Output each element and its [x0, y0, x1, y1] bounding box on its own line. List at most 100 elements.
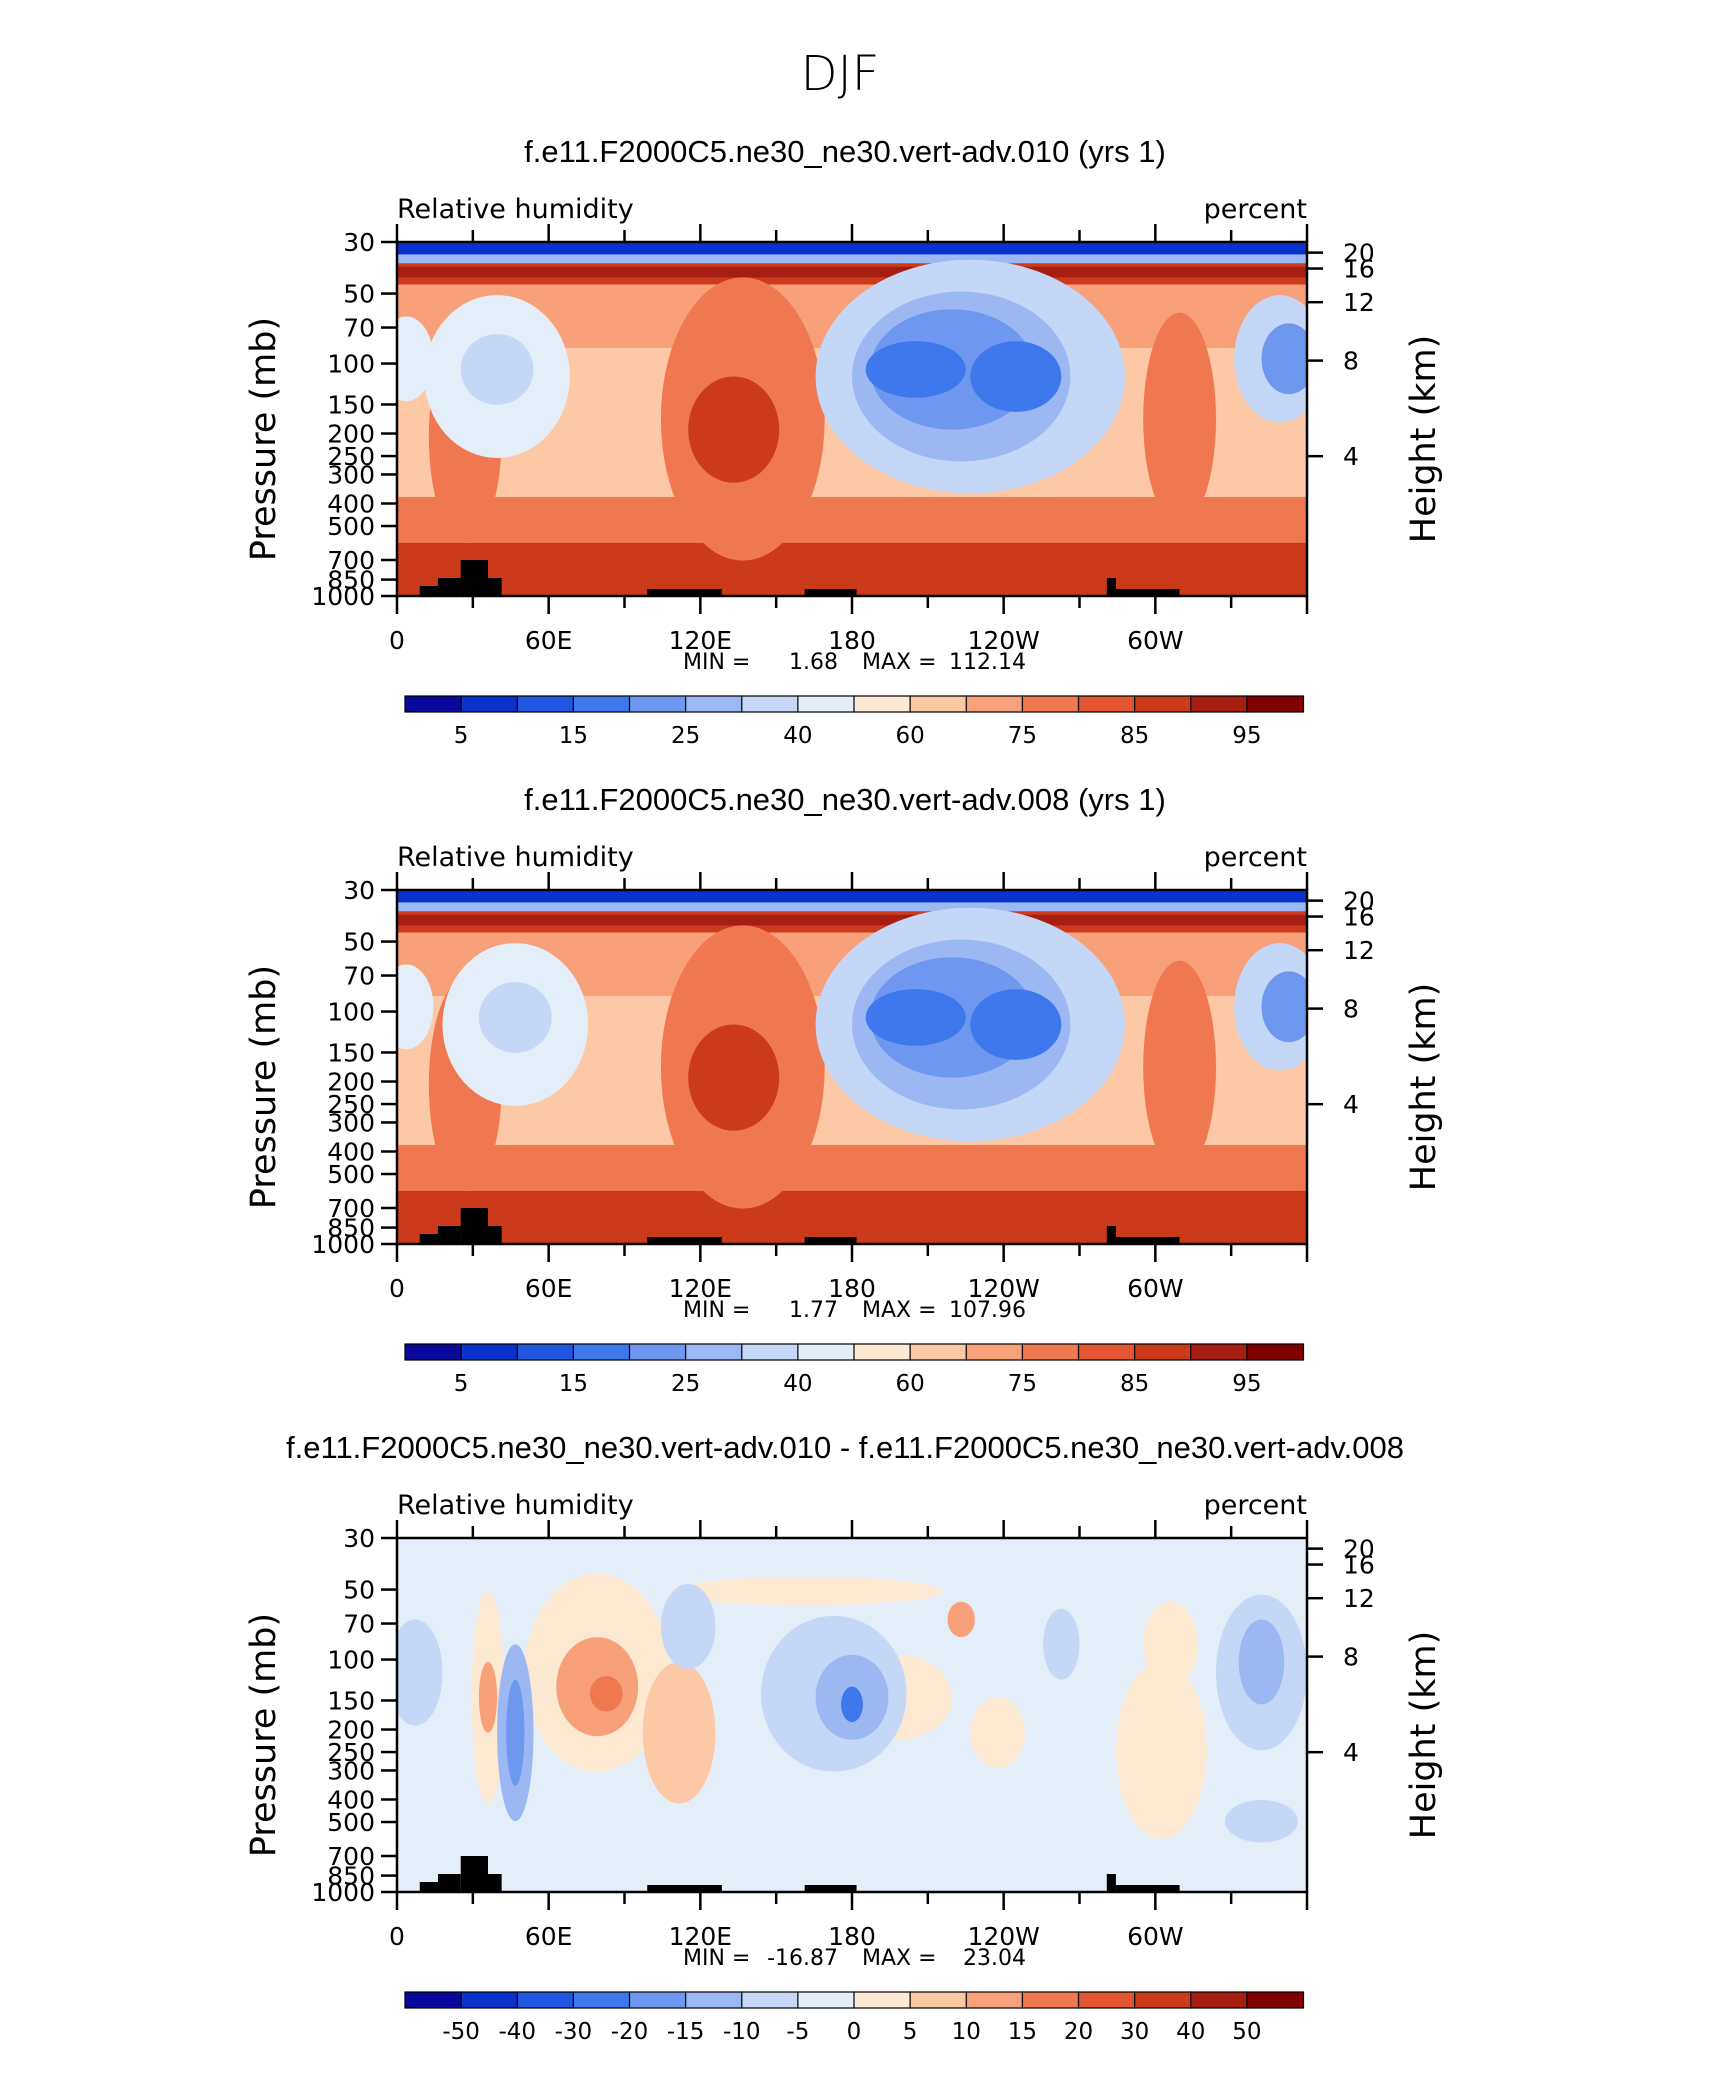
topography	[804, 589, 857, 596]
colorbar-segment	[853, 1343, 912, 1361]
colorbar-label: 25	[671, 723, 700, 749]
x-tick-label: 60E	[525, 626, 573, 655]
panel-3: f.e11.F2000C5.ne30_ne30.vert-adv.010 - f…	[244, 1430, 1444, 2045]
plot-area	[397, 1538, 1307, 1892]
dry-region	[970, 341, 1062, 412]
colorbar-label: 60	[895, 723, 924, 749]
colorbar-segment	[572, 1343, 631, 1361]
anomaly-region	[1043, 1608, 1080, 1680]
colorbar-segment	[909, 1343, 968, 1361]
x-tick-label: 120E	[669, 626, 733, 655]
colorbar-label: 5	[454, 1371, 469, 1397]
y-tick-label: 100	[327, 1646, 375, 1675]
y-tick-label: 70	[343, 962, 375, 991]
y-tick-label: 850	[327, 1862, 375, 1891]
x-tick-label: 120W	[967, 1922, 1039, 1951]
anomaly-region	[1225, 1799, 1298, 1843]
dry-region	[865, 341, 966, 398]
colorbar-segment	[853, 1991, 912, 2009]
dry-region	[397, 316, 434, 402]
colorbar-label: -40	[498, 2019, 536, 2045]
y-tick-label: 1000	[311, 1878, 375, 1907]
colorbar-segment	[460, 1991, 519, 2009]
colorbar-segment	[404, 1991, 463, 2009]
y-tick-label: 300	[327, 1108, 375, 1137]
max-label: MAX =	[862, 1298, 937, 1323]
colorbar-segment	[460, 1343, 519, 1361]
y-axis-title: Pressure (mb)	[244, 1613, 284, 1857]
colorbar-segment	[1021, 1991, 1080, 2009]
colorbar-segment	[516, 1343, 575, 1361]
colorbar-label: -20	[611, 2019, 649, 2045]
colorbar-segment	[1134, 1991, 1192, 2009]
x-tick-label: 120E	[669, 1274, 733, 1303]
dry-region	[397, 964, 434, 1050]
colorbar-segment	[1134, 1343, 1192, 1361]
colorbar-segment	[1190, 1991, 1248, 2009]
y-tick-label: 500	[327, 512, 375, 541]
panel-title: f.e11.F2000C5.ne30_ne30.vert-adv.010 (yr…	[524, 134, 1166, 169]
max-value: 23.04	[963, 1946, 1026, 1971]
colorbar-label: 10	[952, 2019, 981, 2045]
anomaly-region	[947, 1601, 975, 1638]
panel-1: f.e11.F2000C5.ne30_ne30.vert-adv.010 (yr…	[244, 134, 1444, 749]
y-tick-label-right: 8	[1343, 1643, 1359, 1672]
y-tick-label-right: 20	[1343, 887, 1375, 916]
colorbar-label: 85	[1120, 1371, 1149, 1397]
y-tick-label: 850	[327, 1214, 375, 1243]
colorbar-segment	[909, 1991, 968, 2009]
topography	[647, 1885, 722, 1892]
y-tick-label: 200	[327, 420, 375, 449]
x-tick-label: 120W	[967, 1274, 1039, 1303]
y-tick-label: 200	[327, 1716, 375, 1745]
colorbar-segment	[1190, 695, 1248, 713]
dry-region	[478, 982, 552, 1053]
colorbar-label: 40	[783, 723, 812, 749]
dry-region	[970, 989, 1062, 1060]
convective-core	[688, 1024, 780, 1131]
x-tick-label: 60W	[1127, 1922, 1184, 1951]
strat-band-light	[397, 254, 1307, 264]
colorbar-segment	[572, 1991, 631, 2009]
variable-label: Relative humidity	[397, 842, 634, 873]
topography	[1106, 578, 1116, 596]
y-tick-label-right: 16	[1343, 903, 1375, 932]
colorbar-segment	[1134, 695, 1192, 713]
colorbar-label: 85	[1120, 723, 1149, 749]
colorbar-label: 0	[847, 2019, 862, 2045]
y-tick-label-right: 12	[1343, 288, 1375, 317]
panel-title: f.e11.F2000C5.ne30_ne30.vert-adv.008 (yr…	[524, 782, 1166, 817]
topography	[1115, 589, 1180, 596]
dry-region	[865, 989, 966, 1046]
y-tick-label: 150	[327, 1038, 375, 1067]
tropopause-core	[397, 266, 1307, 278]
colorbar-segment	[965, 1991, 1024, 2009]
anomaly-region	[589, 1676, 623, 1712]
colorbar-segment	[909, 695, 968, 713]
y-tick-label: 400	[327, 489, 375, 518]
convective-core	[688, 376, 780, 483]
y-tick-label: 700	[327, 546, 375, 575]
x-tick-label: 180	[828, 1274, 876, 1303]
colorbar-segment	[797, 1991, 856, 2009]
colorbar-label: 15	[559, 1371, 588, 1397]
x-tick-label: 60E	[525, 1922, 573, 1951]
colorbar-segment	[628, 1343, 687, 1361]
y-tick-label-right: 20	[1343, 1535, 1375, 1564]
dry-region	[460, 334, 534, 405]
colorbar-segment	[404, 695, 463, 713]
colorbar-segment	[797, 695, 856, 713]
colorbar-label: -10	[723, 2019, 761, 2045]
dry-region	[1261, 323, 1307, 395]
anomaly-region	[1115, 1661, 1207, 1839]
colorbar-segment	[1077, 1343, 1136, 1361]
min-value: 1.68	[789, 650, 838, 675]
colorbar-label: 15	[1008, 2019, 1037, 2045]
colorbar-segment	[628, 695, 687, 713]
topography	[1115, 1885, 1180, 1892]
x-tick-label: 120E	[669, 1922, 733, 1951]
panel-title: f.e11.F2000C5.ne30_ne30.vert-adv.010 - f…	[286, 1430, 1404, 1465]
anomaly-region	[1238, 1619, 1285, 1705]
topography	[460, 1856, 488, 1892]
colorbar-segment	[1246, 1343, 1305, 1361]
